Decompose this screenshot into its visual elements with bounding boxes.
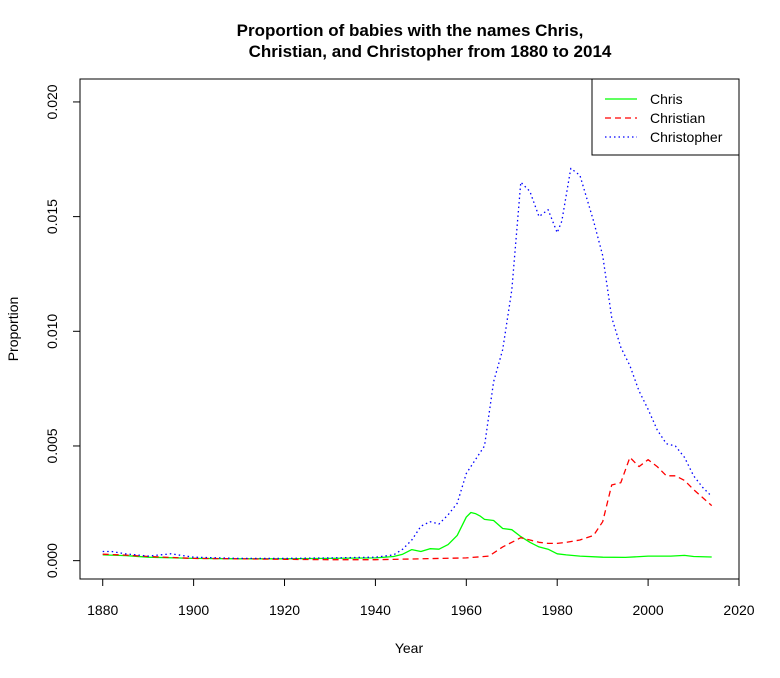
y-axis: 0.000 0.005 0.010 0.015 0.020 [44,84,81,578]
legend-label-christopher: Christopher [650,129,723,145]
chart-title-line-1: Proportion of babies with the names Chri… [237,21,584,40]
x-axis-label: Year [395,640,424,656]
legend: Chris Christian Christopher [591,78,740,156]
x-tick-label: 2020 [723,602,754,618]
chart-title-line-2: Christian, and Christopher from 1880 to … [249,42,612,61]
y-tick-label: 0.020 [44,84,60,119]
y-axis-label: Proportion [5,297,21,362]
series-line-christopher [102,167,713,560]
y-tick-label: 0.000 [44,543,60,578]
legend-box [591,78,740,156]
series-line-chris [102,511,712,560]
x-tick-label: 1960 [451,602,482,618]
x-tick-label: 1880 [87,602,118,618]
y-tick-label: 0.010 [44,314,60,349]
x-tick-label: 1900 [178,602,209,618]
x-axis: 1880 1900 1920 1940 1960 1980 2000 2020 [87,578,755,618]
legend-label-chris: Chris [650,91,683,107]
series-layer [102,167,713,561]
y-tick-label: 0.015 [44,199,60,234]
x-tick-label: 1920 [269,602,300,618]
y-tick-label: 0.005 [44,428,60,463]
x-tick-label: 1980 [542,602,573,618]
legend-label-christian: Christian [650,110,705,126]
x-tick-label: 2000 [633,602,664,618]
series-line-christian [102,456,713,561]
x-tick-label: 1940 [360,602,391,618]
